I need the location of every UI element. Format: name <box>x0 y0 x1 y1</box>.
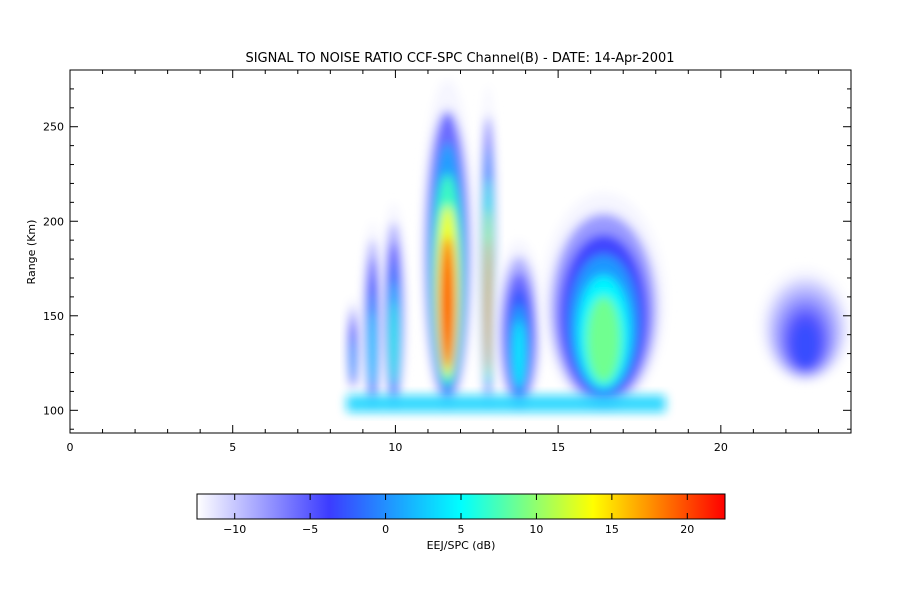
colorbar-label: EEJ/SPC (dB) <box>427 539 496 552</box>
snr-region <box>496 240 542 411</box>
plot-area <box>346 79 851 413</box>
colorbar: −10 −5 0 5 10 15 20 <box>196 493 726 536</box>
snr-band-lower <box>346 395 666 413</box>
x-tick-label: 10 <box>388 441 402 454</box>
y-tick-label: 250 <box>43 121 64 134</box>
colorbar-tick-label: 10 <box>529 523 543 536</box>
x-tick-label: 5 <box>229 441 236 454</box>
colorbar-tick-label: 20 <box>680 523 694 536</box>
y-tick-label: 150 <box>43 310 64 323</box>
colorbar-tick-label: 5 <box>458 523 465 536</box>
snr-region <box>362 221 383 411</box>
colorbar-tick-label: −10 <box>223 523 246 536</box>
colorbar-tick-label: 15 <box>605 523 619 536</box>
snr-contour <box>440 236 455 369</box>
y-tick-label: 100 <box>43 404 64 417</box>
chart-title: SIGNAL TO NOISE RATIO CCF-SPC Channel(B)… <box>245 51 674 66</box>
snr-region <box>346 296 360 392</box>
x-tick-label: 20 <box>714 441 728 454</box>
snr-contour <box>792 322 819 368</box>
colorbar-tick-label: 0 <box>382 523 389 536</box>
snr-contour <box>351 341 355 380</box>
snr-region <box>759 268 851 382</box>
snr-contour <box>586 296 621 384</box>
snr-contour <box>512 320 526 390</box>
x-tick-label: 15 <box>551 441 565 454</box>
colorbar-tick-label: −5 <box>302 523 318 536</box>
axes: 0 5 10 15 20 100 150 200 250 <box>43 69 852 454</box>
y-tick-label: 200 <box>43 215 64 228</box>
snr-region <box>541 192 666 411</box>
snr-region <box>421 79 474 411</box>
y-axis-title: Range (Km) <box>25 220 38 285</box>
snr-region <box>382 202 406 411</box>
snr-contour <box>369 311 376 387</box>
snr-contour <box>390 301 397 385</box>
snr-contour <box>485 239 491 370</box>
snr-region <box>480 85 497 411</box>
x-tick-label: 0 <box>67 441 74 454</box>
